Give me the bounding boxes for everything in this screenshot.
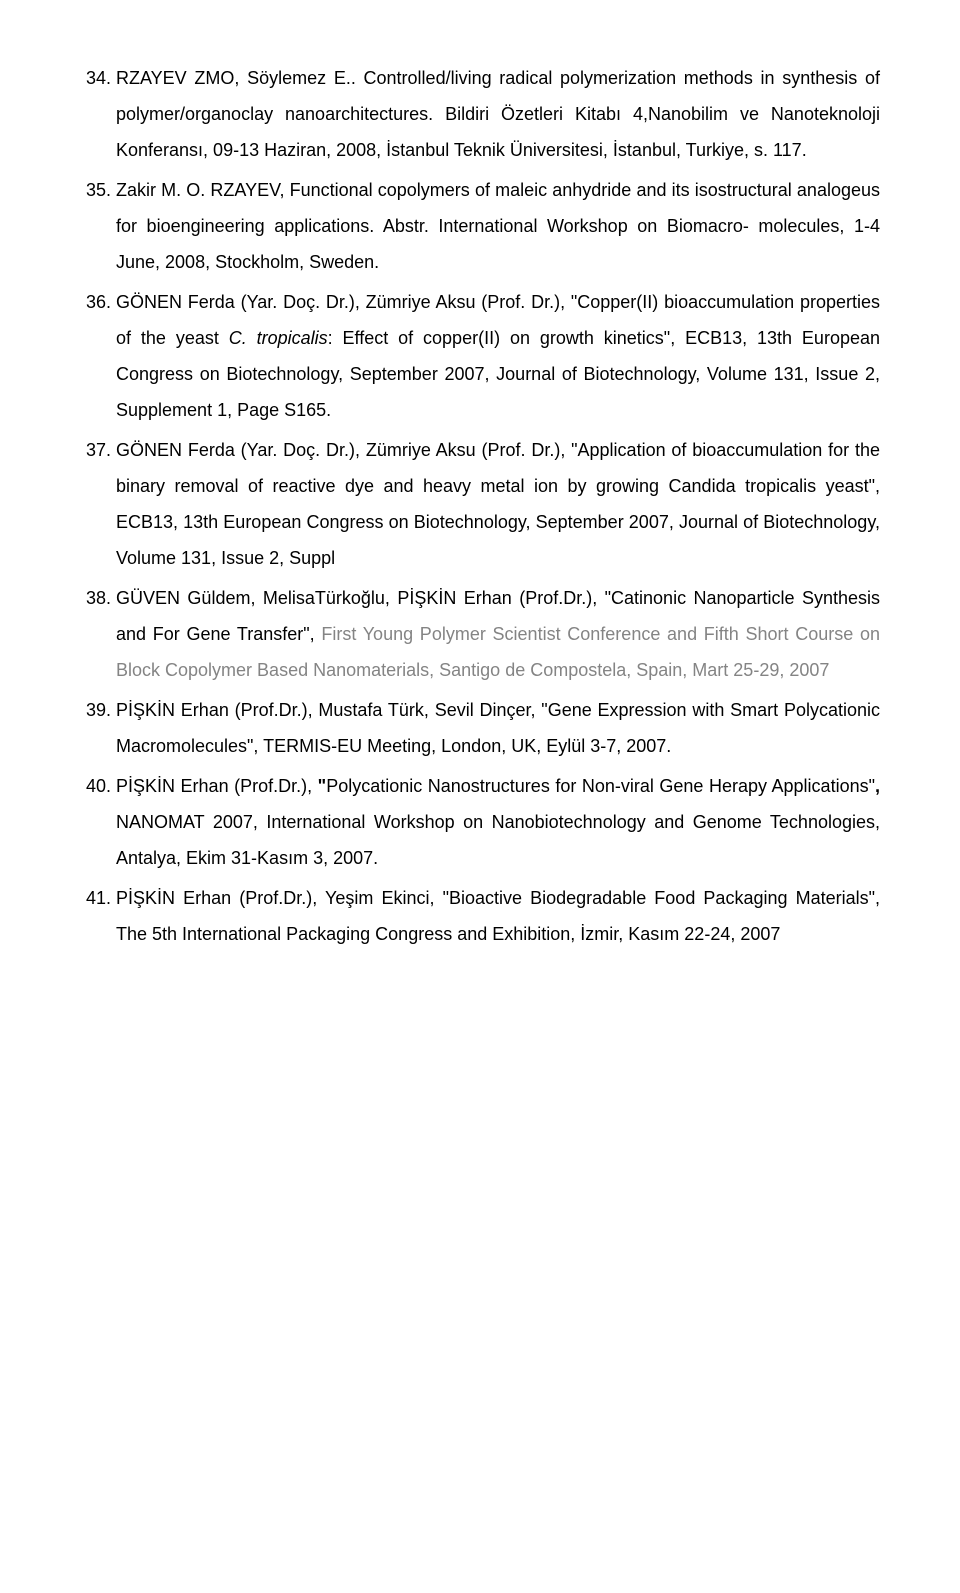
ref-40-seg-4: NANOMAT 2007, International Workshop on … — [116, 812, 880, 868]
ref-34: RZAYEV ZMO, Söylemez E.. Controlled/livi… — [116, 60, 880, 168]
reference-list: RZAYEV ZMO, Söylemez E.. Controlled/livi… — [80, 60, 880, 952]
ref-35-seg-0: Zakir M. O. RZAYEV, Functional copolymer… — [116, 180, 880, 272]
ref-40-seg-0: PİŞKİN Erhan (Prof.Dr.), — [116, 776, 318, 796]
ref-34-seg-0: RZAYEV ZMO, Söylemez E.. Controlled/livi… — [116, 68, 880, 160]
ref-36: GÖNEN Ferda (Yar. Doç. Dr.), Zümriye Aks… — [116, 284, 880, 428]
ref-39: PİŞKİN Erhan (Prof.Dr.), Mustafa Türk, S… — [116, 692, 880, 764]
ref-40: PİŞKİN Erhan (Prof.Dr.), "Polycationic N… — [116, 768, 880, 876]
ref-38: GÜVEN Güldem, MelisaTürkoğlu, PİŞKİN Erh… — [116, 580, 880, 688]
ref-36-seg-1: C. tropicalis — [229, 328, 328, 348]
ref-41: PİŞKİN Erhan (Prof.Dr.), Yeşim Ekinci, "… — [116, 880, 880, 952]
ref-40-seg-1: " — [318, 776, 327, 796]
ref-39-seg-0: PİŞKİN Erhan (Prof.Dr.), Mustafa Türk, S… — [116, 700, 880, 756]
ref-35: Zakir M. O. RZAYEV, Functional copolymer… — [116, 172, 880, 280]
ref-40-seg-2: Polycationic Nanostructures for Non-vira… — [326, 776, 875, 796]
ref-37-seg-0: GÖNEN Ferda (Yar. Doç. Dr.), Zümriye Aks… — [116, 440, 880, 568]
ref-41-seg-0: PİŞKİN Erhan (Prof.Dr.), Yeşim Ekinci, "… — [116, 888, 880, 944]
ref-37: GÖNEN Ferda (Yar. Doç. Dr.), Zümriye Aks… — [116, 432, 880, 576]
ref-40-seg-3: , — [875, 776, 880, 796]
